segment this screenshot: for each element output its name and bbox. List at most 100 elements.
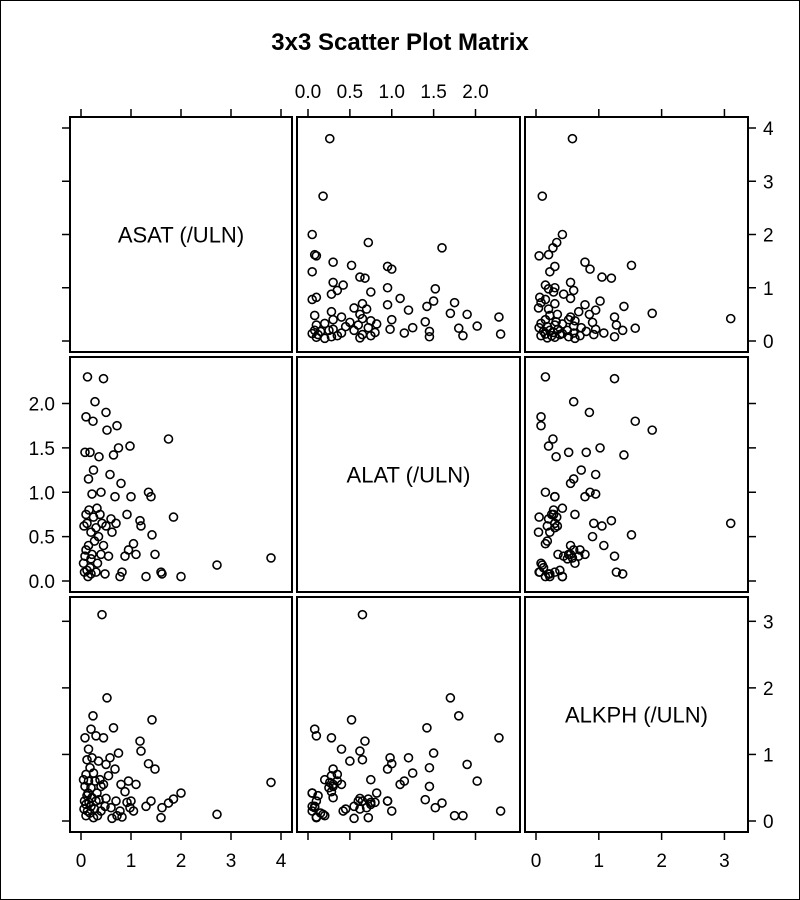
scatter-point — [326, 770, 337, 781]
x-tick-label-bottom: 0 — [531, 851, 542, 872]
y-tick-label-right: 1 — [763, 745, 774, 766]
scatter-point — [536, 297, 546, 308]
scatter-point — [79, 804, 89, 814]
scatter-point — [338, 806, 348, 816]
scatter-point — [573, 306, 584, 317]
scatter-point — [146, 796, 156, 806]
scatter-point — [366, 774, 376, 785]
scatter-point — [336, 744, 347, 754]
x-tick-label-bottom: 3 — [719, 851, 730, 872]
scatter-point — [126, 796, 136, 806]
scatter-point — [86, 554, 96, 564]
scatter-point — [80, 781, 90, 792]
scatter-point — [568, 474, 579, 484]
scatter-point — [87, 489, 97, 499]
scatter-point — [83, 744, 94, 754]
scatter-point — [626, 530, 637, 540]
scatter-point — [363, 237, 374, 248]
scatter-point — [617, 569, 628, 579]
scatter-point — [103, 770, 114, 781]
scatter-point — [395, 293, 405, 304]
scatter-point — [551, 451, 561, 462]
scatter-point — [150, 549, 160, 560]
scatter-point — [156, 812, 166, 823]
scatter-point — [332, 330, 343, 341]
scatter-point — [319, 333, 330, 344]
panel-r2-c2 — [524, 596, 749, 833]
scatter-point — [568, 396, 579, 407]
scatter-point — [147, 530, 157, 540]
scatter-point — [553, 549, 563, 560]
panel-r0-c0 — [69, 116, 293, 353]
scatter-point — [95, 774, 105, 785]
scatter-point — [428, 748, 439, 758]
scatter-point — [311, 251, 322, 261]
scatter-point — [91, 730, 101, 741]
scatter-point — [570, 558, 580, 569]
scatter-point — [168, 512, 179, 522]
scatter-point — [349, 813, 359, 824]
scatter-point — [131, 779, 141, 790]
scatter-point — [345, 756, 355, 766]
scatter-point — [357, 754, 368, 765]
scatter-point — [126, 491, 136, 502]
scatter-point — [266, 553, 276, 563]
scatter-point — [445, 308, 456, 319]
scatter-point — [112, 810, 122, 821]
y-tick-label-left: 1.0 — [29, 483, 55, 504]
scatter-point — [386, 264, 397, 274]
scatter-point — [407, 768, 418, 778]
scatter-point — [311, 320, 322, 330]
scatter-point — [102, 425, 112, 435]
scatter-point — [125, 441, 135, 451]
scatter-point — [88, 465, 99, 475]
scatter-point — [141, 801, 151, 812]
scatter-point — [550, 298, 560, 309]
scatter-point — [92, 558, 103, 569]
scatter-point — [328, 781, 338, 792]
scatter-point — [106, 514, 116, 524]
scatter-point — [89, 536, 100, 546]
scatter-point — [534, 292, 545, 303]
scatter-point — [606, 515, 617, 526]
scatter-point — [626, 260, 637, 271]
scatter-point — [143, 758, 154, 769]
scatter-point — [437, 243, 447, 253]
panel-r1-c2 — [524, 356, 749, 593]
scatter-point — [548, 434, 558, 444]
scatter-point — [176, 571, 186, 582]
scatter-point — [542, 536, 553, 546]
scatter-point — [453, 323, 464, 334]
scatter-point — [386, 314, 397, 325]
scatter-point — [449, 297, 460, 308]
scatter-point — [143, 487, 154, 498]
y-tick-label-right: 0 — [763, 812, 774, 833]
scatter-point — [309, 801, 320, 812]
scatter-point — [163, 798, 174, 808]
scatter-point — [580, 299, 590, 310]
scatter-point — [573, 551, 584, 561]
scatter-point — [366, 799, 376, 810]
scatter-point — [110, 764, 120, 774]
scatter-point — [307, 788, 317, 798]
scatter-point — [83, 474, 94, 484]
scatter-point — [324, 133, 335, 144]
variable-label-asat: ASAT (/ULN) — [118, 223, 244, 248]
scatter-point — [90, 396, 100, 407]
y-tick-label-left: 0.0 — [29, 572, 55, 593]
scatter-point — [548, 505, 559, 515]
x-tick-label-bottom: 2 — [656, 851, 667, 872]
scatter-point — [135, 736, 145, 746]
scatter-point — [563, 331, 574, 342]
scatter-point — [540, 372, 551, 382]
scatter-point — [422, 723, 432, 733]
scatter-point — [424, 781, 435, 792]
scatter-point — [82, 372, 93, 382]
scatter-point — [81, 769, 91, 780]
scatter-point — [94, 451, 104, 462]
scatter-point — [611, 320, 622, 330]
scatter-point — [568, 285, 579, 296]
scatter-point — [538, 562, 549, 573]
scatter-point — [176, 788, 186, 798]
